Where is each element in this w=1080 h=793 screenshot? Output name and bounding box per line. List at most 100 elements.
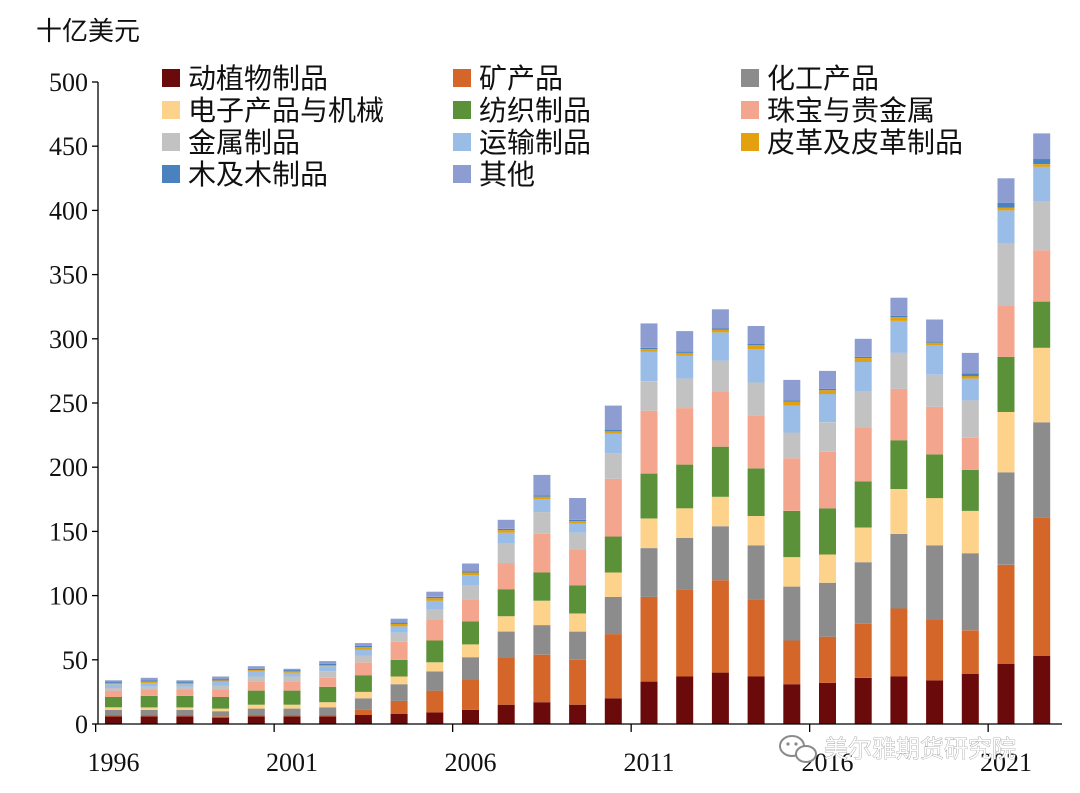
bar-segment-1999-s4 (212, 697, 230, 709)
bar-segment-1999-s0 (212, 717, 230, 724)
y-tick-label: 450 (49, 132, 88, 161)
bar-segment-2021-s4 (997, 356, 1015, 412)
bar-segment-2010-s10 (604, 405, 622, 430)
bar-segment-2018-s7 (890, 320, 908, 353)
bar-segment-2001-s1 (283, 715, 301, 717)
bar-segment-2005-s10 (426, 591, 444, 597)
bar-segment-2011-s4 (640, 473, 658, 519)
bar-segment-2016-s4 (819, 508, 836, 555)
bar-segment-2001-s9 (283, 670, 301, 672)
bar-segment-2008-s7 (533, 499, 551, 513)
x-tick-label-2021: 2021 (980, 748, 1032, 777)
legend-label-2: 化工产品 (767, 62, 879, 95)
bar-segment-2006-s2 (462, 657, 479, 679)
bar-segment-2003-s8 (354, 647, 372, 650)
bar-segment-2013-s7 (711, 332, 729, 361)
bar-segment-2003-s5 (354, 662, 372, 676)
bar-segment-2000-s6 (247, 676, 265, 682)
bar-segment-2015-s1 (783, 640, 801, 685)
bar-segment-1999-s9 (212, 679, 230, 681)
bar-segment-1997-s6 (140, 686, 158, 690)
bar-segment-2006-s9 (462, 571, 479, 573)
bar-segment-2007-s2 (497, 631, 515, 658)
bar-segment-2013-s9 (711, 328, 729, 330)
bar-segment-2018-s10 (890, 297, 908, 316)
bar-segment-2006-s5 (462, 599, 479, 622)
legend-label-10: 其他 (479, 158, 535, 191)
bar-segment-2007-s9 (497, 528, 515, 531)
bar-segment-1998-s1 (176, 715, 194, 717)
y-axis-unit-label: 十亿美元 (36, 17, 140, 47)
bar-segment-2004-s6 (390, 632, 408, 642)
bar-segment-1998-s4 (176, 695, 194, 708)
bar-segment-2003-s9 (354, 645, 372, 647)
bar-segment-2018-s9 (890, 315, 908, 317)
bar-segment-2020-s3 (961, 510, 979, 554)
watermark-text: 美尔雅期货研究院 (824, 735, 1016, 763)
bar-segment-2021-s3 (997, 412, 1015, 473)
bar-segment-2021-s7 (997, 210, 1015, 244)
legend-swatch-8 (741, 133, 759, 151)
bar-segment-1996-s7 (105, 684, 122, 689)
wechat-icon (779, 735, 817, 763)
bar-segment-2004-s4 (390, 659, 408, 677)
bar-segment-2022-s10 (1033, 133, 1051, 160)
bar-segment-2015-s9 (783, 400, 801, 402)
bar-segment-2009-s0 (569, 704, 587, 724)
bar-segment-2005-s9 (426, 596, 444, 599)
x-tick-label-1996: 1996 (88, 748, 140, 777)
bar-segment-2002-s4 (319, 686, 337, 703)
bar-segment-2015-s10 (783, 379, 801, 401)
bar-segment-2008-s5 (533, 534, 551, 573)
bar-segment-2012-s7 (676, 355, 694, 379)
bar-segment-2020-s4 (961, 469, 979, 511)
bar-segment-2022-s8 (1033, 164, 1051, 167)
bar-segment-2015-s3 (783, 557, 801, 587)
bar-segment-2016-s7 (819, 394, 836, 423)
bar-segment-1997-s1 (140, 715, 158, 717)
y-tick-label: 250 (49, 389, 88, 418)
bar-segment-2018-s2 (890, 534, 908, 609)
bar-segment-2018-s1 (890, 608, 908, 677)
bar-segment-2022-s1 (1033, 517, 1051, 656)
bar-segment-2017-s5 (854, 427, 872, 482)
bar-segment-1998-s3 (176, 707, 194, 710)
bar-segment-2019-s2 (926, 545, 944, 620)
bar-segment-2015-s4 (783, 510, 801, 558)
legend-label-5: 珠宝与贵金属 (767, 94, 935, 127)
bar-segment-2013-s2 (711, 526, 729, 581)
bar-segment-2008-s8 (533, 496, 551, 500)
bar-segment-1998-s9 (176, 681, 194, 683)
bar-segment-1999-s1 (212, 716, 230, 718)
bar-segment-1996-s2 (105, 709, 122, 715)
bar-segment-2004-s10 (390, 618, 408, 623)
bar-segment-2021-s0 (997, 663, 1015, 724)
bars-layer (105, 133, 1051, 724)
bar-segment-2010-s2 (604, 596, 622, 635)
legend-label-6: 金属制品 (188, 126, 300, 159)
bar-segment-1998-s8 (176, 682, 194, 685)
bar-segment-2008-s1 (533, 654, 551, 703)
bar-segment-2015-s5 (783, 458, 801, 511)
bar-segment-1998-s6 (176, 686, 194, 690)
bar-segment-2012-s0 (676, 676, 694, 724)
bar-segment-2006-s10 (462, 563, 479, 572)
bar-segment-2020-s1 (961, 630, 979, 674)
legend-label-0: 动植物制品 (188, 62, 328, 95)
bar-segment-2007-s0 (497, 704, 515, 724)
bar-segment-2006-s0 (462, 709, 479, 724)
bar-segment-2003-s3 (354, 691, 372, 699)
bar-segment-2012-s3 (676, 508, 694, 538)
bar-segment-2011-s7 (640, 351, 658, 382)
bar-segment-2019-s3 (926, 498, 944, 546)
bar-segment-2013-s5 (711, 391, 729, 447)
bar-segment-2008-s6 (533, 512, 551, 534)
y-tick-label: 100 (49, 582, 88, 611)
bar-segment-2009-s4 (569, 585, 587, 614)
bar-segment-1999-s8 (212, 680, 230, 682)
bar-segment-2001-s3 (283, 704, 301, 709)
bar-segment-2000-s5 (247, 681, 265, 691)
bar-segment-2007-s4 (497, 589, 515, 617)
watermark: 美尔雅期货研究院 (779, 735, 1016, 763)
bar-segment-2012-s5 (676, 408, 694, 465)
